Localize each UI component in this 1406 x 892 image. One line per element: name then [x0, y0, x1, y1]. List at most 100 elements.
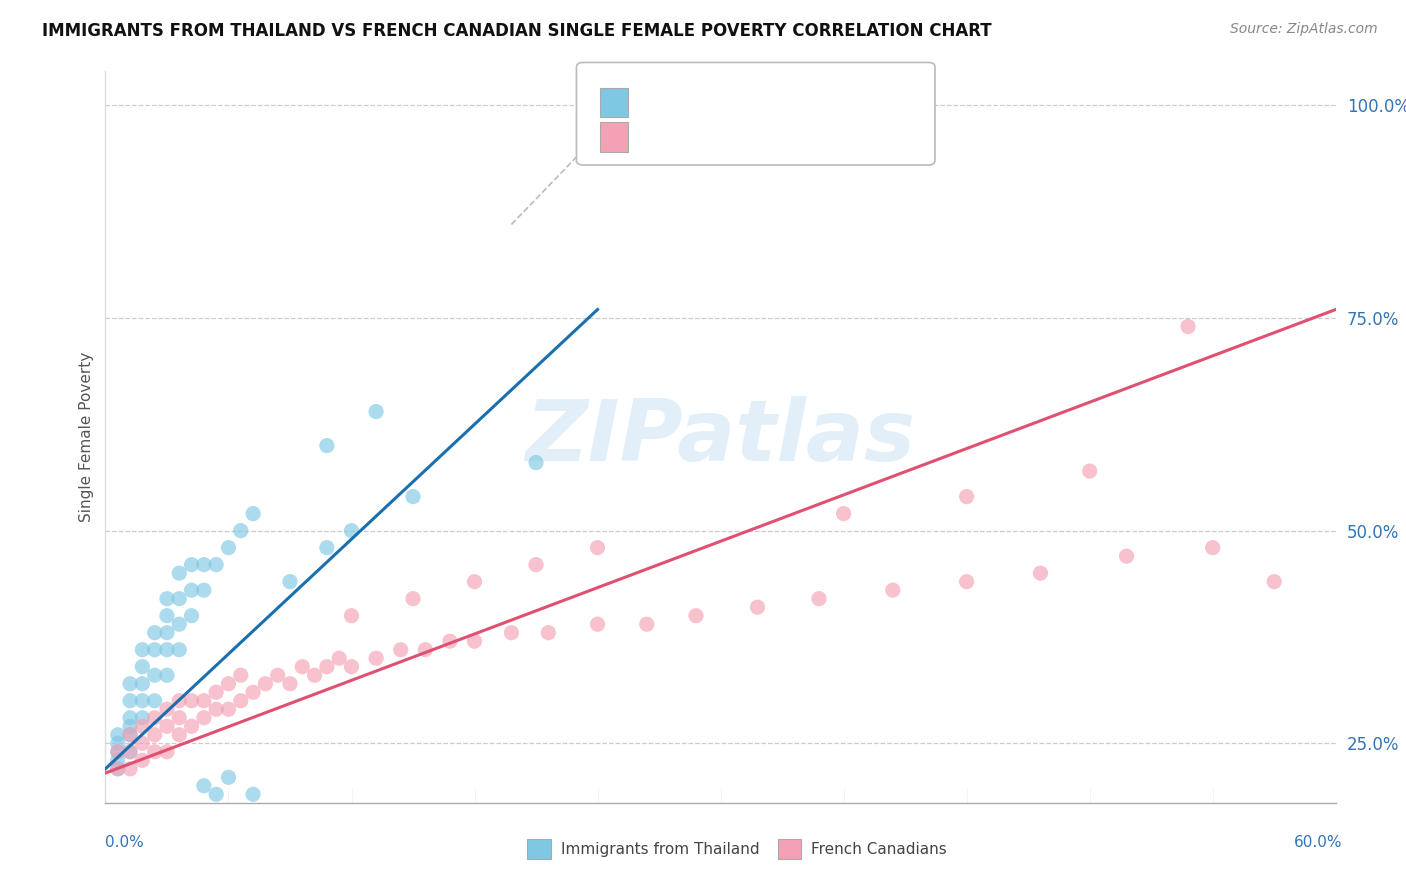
- Point: [685, 608, 707, 623]
- Point: [120, 728, 141, 742]
- Point: [291, 659, 314, 673]
- Point: [747, 600, 769, 615]
- Point: [156, 719, 179, 733]
- Point: [120, 728, 141, 742]
- Point: [107, 736, 129, 750]
- Point: [315, 439, 337, 453]
- Point: [180, 719, 202, 733]
- Point: [143, 694, 166, 708]
- Point: [278, 574, 301, 589]
- Point: [464, 634, 486, 648]
- Point: [242, 685, 264, 699]
- Point: [131, 642, 153, 657]
- Y-axis label: Single Female Poverty: Single Female Poverty: [79, 352, 94, 522]
- Text: 60.0%: 60.0%: [1295, 836, 1343, 850]
- Point: [107, 753, 129, 767]
- Point: [242, 787, 264, 801]
- Point: [315, 659, 337, 673]
- Point: [193, 694, 215, 708]
- Point: [180, 608, 202, 623]
- Point: [402, 591, 425, 606]
- Point: [389, 642, 412, 657]
- Text: ZIPatlas: ZIPatlas: [526, 395, 915, 479]
- Point: [131, 711, 153, 725]
- Point: [229, 524, 252, 538]
- Point: [205, 787, 228, 801]
- Point: [586, 541, 609, 555]
- Point: [169, 728, 191, 742]
- Point: [254, 677, 277, 691]
- Point: [464, 574, 486, 589]
- Point: [364, 651, 387, 665]
- Point: [832, 507, 855, 521]
- Point: [193, 583, 215, 598]
- Text: R = 0.523   N = 63: R = 0.523 N = 63: [640, 128, 839, 146]
- Text: Source: ZipAtlas.com: Source: ZipAtlas.com: [1230, 22, 1378, 37]
- Point: [120, 719, 141, 733]
- Point: [156, 608, 179, 623]
- Point: [1263, 574, 1285, 589]
- Point: [143, 745, 166, 759]
- Point: [193, 779, 215, 793]
- Point: [143, 711, 166, 725]
- Point: [156, 702, 179, 716]
- Point: [956, 574, 979, 589]
- Point: [107, 762, 129, 776]
- Text: R = 0.442   N = 49: R = 0.442 N = 49: [640, 93, 839, 112]
- Point: [304, 668, 326, 682]
- Point: [328, 651, 350, 665]
- Point: [278, 677, 301, 691]
- Point: [131, 659, 153, 673]
- Point: [205, 558, 228, 572]
- Point: [537, 625, 560, 640]
- Point: [131, 736, 153, 750]
- Point: [156, 668, 179, 682]
- Point: [169, 711, 191, 725]
- Point: [229, 668, 252, 682]
- Point: [180, 694, 202, 708]
- Point: [193, 711, 215, 725]
- Point: [340, 608, 363, 623]
- Point: [169, 617, 191, 632]
- Point: [156, 625, 179, 640]
- Point: [169, 642, 191, 657]
- Point: [120, 745, 141, 759]
- Point: [524, 456, 547, 470]
- Point: [1078, 464, 1101, 478]
- Text: 0.0%: 0.0%: [105, 836, 145, 850]
- Point: [956, 490, 979, 504]
- Point: [120, 694, 141, 708]
- Point: [131, 694, 153, 708]
- Point: [180, 558, 202, 572]
- Point: [205, 685, 228, 699]
- Text: IMMIGRANTS FROM THAILAND VS FRENCH CANADIAN SINGLE FEMALE POVERTY CORRELATION CH: IMMIGRANTS FROM THAILAND VS FRENCH CANAD…: [42, 22, 991, 40]
- Point: [131, 677, 153, 691]
- Point: [1177, 319, 1199, 334]
- Point: [156, 591, 179, 606]
- Point: [636, 617, 658, 632]
- Point: [143, 668, 166, 682]
- Point: [267, 668, 290, 682]
- Point: [120, 677, 141, 691]
- Point: [143, 728, 166, 742]
- Point: [242, 507, 264, 521]
- Point: [586, 617, 609, 632]
- Point: [169, 694, 191, 708]
- Point: [808, 591, 831, 606]
- Point: [169, 591, 191, 606]
- Point: [131, 753, 153, 767]
- Point: [218, 541, 240, 555]
- Point: [1115, 549, 1137, 563]
- Point: [218, 702, 240, 716]
- Point: [340, 659, 363, 673]
- Point: [143, 642, 166, 657]
- Point: [193, 558, 215, 572]
- Point: [882, 583, 904, 598]
- Point: [229, 694, 252, 708]
- Point: [218, 677, 240, 691]
- Point: [107, 745, 129, 759]
- Point: [156, 745, 179, 759]
- Point: [120, 762, 141, 776]
- Point: [413, 642, 436, 657]
- Point: [120, 711, 141, 725]
